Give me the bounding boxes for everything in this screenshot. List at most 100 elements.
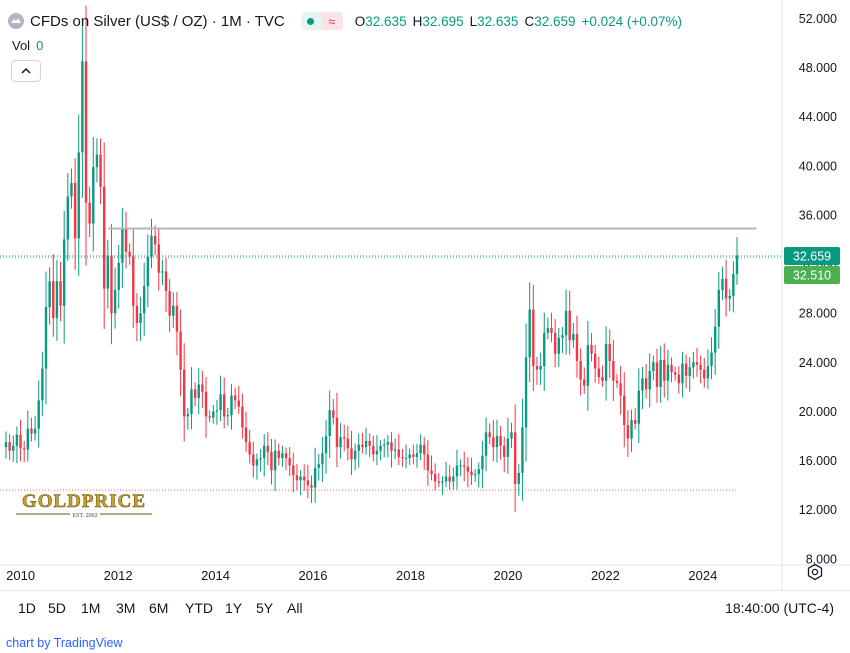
candle-body[interactable] — [459, 465, 462, 467]
candle-body[interactable] — [379, 445, 382, 451]
candle-body[interactable] — [543, 332, 546, 367]
candle-body[interactable] — [139, 313, 142, 324]
candle-body[interactable] — [604, 343, 608, 381]
candle-body[interactable] — [22, 448, 26, 450]
candle-body[interactable] — [157, 244, 160, 273]
candle-body[interactable] — [259, 458, 262, 460]
candle-body[interactable] — [615, 380, 619, 384]
candle-body[interactable] — [612, 361, 615, 381]
candle-body[interactable] — [306, 480, 310, 486]
candle-body[interactable] — [73, 183, 77, 239]
candle-body[interactable] — [528, 309, 531, 358]
candle-body[interactable] — [473, 474, 477, 476]
candle-body[interactable] — [495, 436, 499, 448]
candle-body[interactable] — [372, 445, 375, 455]
candle-body[interactable] — [121, 228, 124, 263]
candle-body[interactable] — [692, 362, 695, 368]
candle-body[interactable] — [113, 289, 117, 314]
candle-body[interactable] — [463, 465, 466, 467]
candle-body[interactable] — [397, 449, 400, 457]
candle-body[interactable] — [484, 432, 488, 456]
candle-body[interactable] — [175, 305, 179, 332]
candle-body[interactable] — [666, 364, 670, 381]
candle-body[interactable] — [386, 442, 390, 445]
candle-body[interactable] — [477, 469, 480, 475]
range-ytd-button[interactable]: YTD — [185, 600, 213, 616]
candle-body[interactable] — [266, 445, 270, 452]
candle-body[interactable] — [70, 183, 73, 197]
candle-body[interactable] — [335, 417, 339, 448]
candle-body[interactable] — [299, 476, 302, 481]
candle-body[interactable] — [383, 444, 386, 446]
range-1d-button[interactable]: 1D — [18, 600, 36, 616]
candle-body[interactable] — [597, 368, 601, 378]
candle-body[interactable] — [219, 394, 222, 411]
candle-body[interactable] — [510, 432, 513, 439]
candle-body[interactable] — [732, 273, 735, 297]
candle-body[interactable] — [368, 440, 371, 446]
candle-body[interactable] — [62, 239, 66, 306]
candle-body[interactable] — [626, 424, 630, 439]
range-5d-button[interactable]: 5D — [48, 600, 66, 616]
candle-body[interactable] — [415, 453, 419, 457]
candle-body[interactable] — [270, 452, 273, 471]
candle-body[interactable] — [52, 281, 55, 319]
candle-body[interactable] — [448, 476, 451, 482]
collapse-legend-button[interactable] — [11, 60, 41, 82]
candle-body[interactable] — [608, 343, 611, 362]
candle-body[interactable] — [673, 372, 677, 375]
candle-body[interactable] — [572, 334, 575, 341]
candle-body[interactable] — [215, 410, 219, 412]
candle-body[interactable] — [288, 458, 291, 466]
candle-body[interactable] — [699, 364, 702, 370]
candle-body[interactable] — [150, 235, 153, 257]
candle-body[interactable] — [681, 363, 684, 384]
candle-body[interactable] — [164, 271, 168, 292]
timezone-clock[interactable]: 18:40:00 (UTC-4) — [725, 600, 834, 616]
candle-body[interactable] — [524, 357, 528, 428]
candle-body[interactable] — [583, 379, 586, 386]
candle-body[interactable] — [641, 378, 644, 391]
candle-body[interactable] — [248, 442, 251, 455]
candle-body[interactable] — [663, 359, 666, 381]
candle-body[interactable] — [8, 442, 11, 451]
range-all-button[interactable]: All — [287, 600, 303, 616]
candle-body[interactable] — [546, 327, 550, 333]
candle-body[interactable] — [317, 464, 320, 468]
candle-body[interactable] — [535, 366, 539, 370]
candle-body[interactable] — [81, 61, 84, 153]
candle-body[interactable] — [339, 437, 342, 448]
candle-body[interactable] — [575, 334, 579, 362]
candle-body[interactable] — [659, 359, 662, 387]
range-1m-button[interactable]: 1M — [81, 600, 101, 616]
candle-body[interactable] — [586, 345, 590, 386]
candle-body[interactable] — [677, 374, 681, 384]
candle-body[interactable] — [328, 410, 331, 437]
candle-body[interactable] — [77, 152, 80, 239]
candle-body[interactable] — [644, 378, 648, 390]
candle-body[interactable] — [470, 471, 473, 476]
candle-body[interactable] — [281, 453, 284, 459]
candle-body[interactable] — [252, 454, 255, 466]
candle-body[interactable] — [404, 458, 408, 460]
candle-body[interactable] — [481, 455, 484, 470]
candle-body[interactable] — [284, 453, 288, 459]
candle-body[interactable] — [648, 370, 651, 390]
candle-body[interactable] — [441, 481, 444, 483]
candle-body[interactable] — [517, 472, 520, 484]
candle-body[interactable] — [183, 369, 186, 417]
candle-body[interactable] — [506, 438, 510, 457]
candle-body[interactable] — [310, 485, 313, 488]
candle-body[interactable] — [513, 432, 517, 484]
candle-body[interactable] — [201, 384, 204, 392]
candle-body[interactable] — [423, 444, 426, 455]
candle-body[interactable] — [193, 389, 197, 398]
candle-body[interactable] — [343, 437, 346, 439]
candle-body[interactable] — [263, 445, 266, 459]
candle-body[interactable] — [637, 390, 641, 424]
candle-body[interactable] — [433, 474, 437, 482]
candle-body[interactable] — [539, 366, 542, 370]
candle-body[interactable] — [241, 406, 244, 428]
candle-body[interactable] — [466, 466, 470, 472]
candle-body[interactable] — [226, 415, 230, 417]
